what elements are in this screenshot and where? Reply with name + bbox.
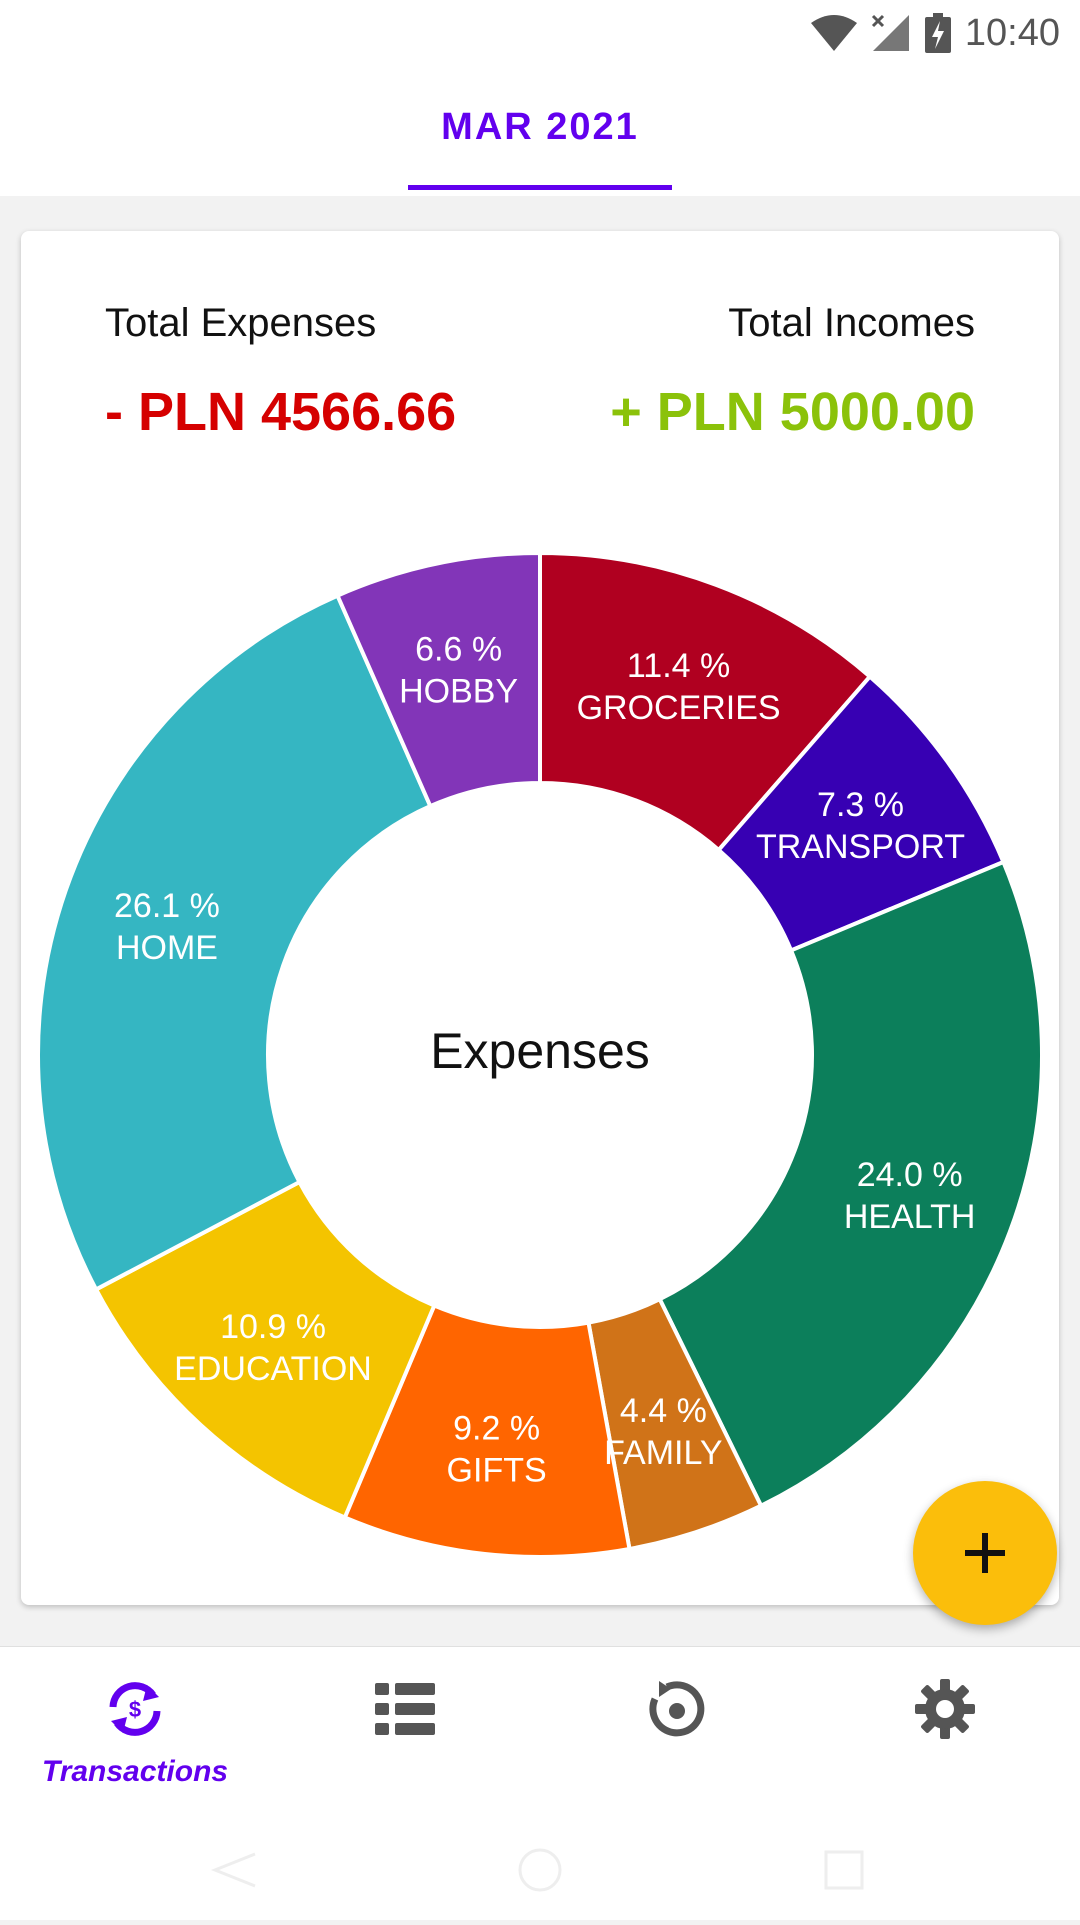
nav-label-transactions: Transactions	[41, 1755, 229, 1788]
signal-icon	[871, 14, 909, 51]
donut-slice-hobby[interactable]	[334, 550, 542, 809]
total-incomes-value: + PLN 5000.00	[610, 382, 975, 442]
nav-item-transactions[interactable]: $ Transactions	[0, 1647, 270, 1797]
tab-month[interactable]: MAR 2021	[408, 66, 672, 190]
plus-icon	[965, 1533, 1005, 1573]
month-tab-indicator	[408, 185, 672, 190]
home-icon[interactable]	[518, 1848, 562, 1892]
nav-item-history[interactable]	[540, 1647, 810, 1797]
month-header: MAR 2021	[0, 66, 1080, 196]
total-incomes-label: Total Incomes	[728, 301, 975, 345]
total-expenses-label: Total Expenses	[105, 301, 377, 345]
status-icons: 10:40	[810, 10, 1060, 56]
donut-slice-home[interactable]	[36, 592, 433, 1293]
status-bar: 10:40	[0, 0, 1080, 66]
donut-slice-health[interactable]	[657, 859, 1044, 1509]
bottom-navigation: $ Transactions	[0, 1646, 1080, 1797]
recents-icon[interactable]	[824, 1850, 864, 1890]
list-icon	[375, 1683, 435, 1735]
back-icon[interactable]	[210, 1852, 256, 1888]
wifi-icon	[810, 15, 857, 51]
system-navigation-bar	[0, 1796, 1080, 1920]
history-icon	[649, 1681, 705, 1737]
add-transaction-button[interactable]	[913, 1481, 1057, 1625]
nav-item-list[interactable]	[270, 1647, 540, 1797]
svg-text:$: $	[129, 1697, 141, 1722]
settings-icon	[915, 1679, 975, 1739]
month-tab-label: MAR 2021	[441, 106, 639, 148]
battery-charging-icon	[924, 13, 951, 53]
nav-item-settings[interactable]	[810, 1647, 1080, 1797]
transactions-icon: $	[109, 1682, 161, 1736]
status-time: 10:40	[964, 11, 1060, 54]
donut-slice-groceries[interactable]	[538, 550, 873, 853]
total-expenses-value: - PLN 4566.66	[105, 382, 457, 442]
